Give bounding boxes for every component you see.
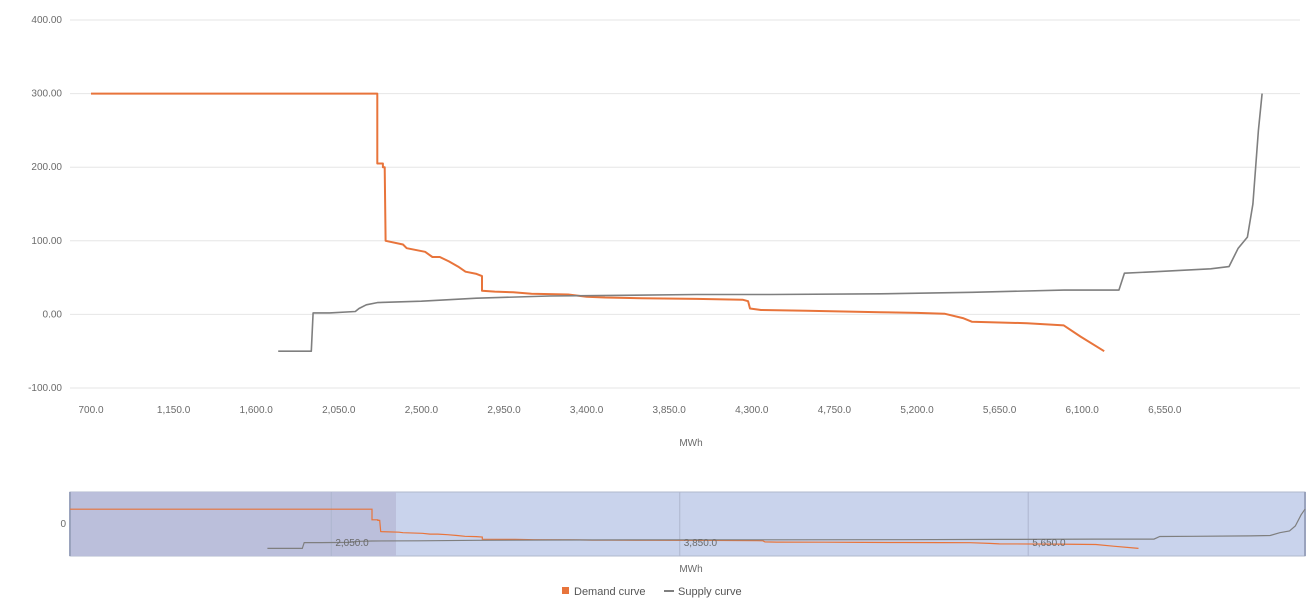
navigator-x-axis-title: MWh <box>679 564 702 575</box>
navigator-zero-mark: 0 <box>60 519 66 530</box>
legend-label: Demand curve <box>574 586 646 598</box>
x-tick-label: 1,600.0 <box>240 405 274 416</box>
x-tick-label: 2,950.0 <box>487 405 521 416</box>
x-tick-label: 2,050.0 <box>322 405 356 416</box>
x-tick-label: 4,750.0 <box>818 405 852 416</box>
x-tick-label: 1,150.0 <box>157 405 191 416</box>
navigator-x-ticks: 2,050.0 3,850.0 5,650.0 <box>335 538 1066 549</box>
navigator-series-lines <box>70 508 1306 549</box>
legend-swatch-demand <box>562 587 569 594</box>
x-axis-title: MWh <box>679 438 702 449</box>
x-tick-label: 3,400.0 <box>570 405 604 416</box>
x-tick-label: 6,100.0 <box>1066 405 1100 416</box>
x-tick-label: 5,650.0 <box>983 405 1017 416</box>
navigator-gridlines <box>330 492 1029 556</box>
navigator-x-tick-label: 3,850.0 <box>684 538 718 549</box>
y-tick-label: 0.00 <box>43 309 63 320</box>
x-tick-label: 6,550.0 <box>1148 405 1182 416</box>
y-tick-label: 200.00 <box>31 162 62 173</box>
y-tick-label: 100.00 <box>31 236 62 247</box>
x-tick-label: 700.0 <box>78 405 103 416</box>
supply-curve-line <box>278 93 1263 352</box>
y-tick-label: -100.00 <box>28 383 62 394</box>
main-gridlines <box>70 19 1300 389</box>
navigator-x-tick-label: 5,650.0 <box>1032 538 1066 549</box>
y-axis-ticks: 400.00 300.00 200.00 100.00 0.00 -100.00 <box>28 15 62 394</box>
range-navigator[interactable]: 2,050.0 3,850.0 5,650.0 0 <box>60 491 1306 557</box>
x-tick-label: 2,500.0 <box>405 405 439 416</box>
x-tick-label: 5,200.0 <box>900 405 934 416</box>
navigator-x-tick-label: 2,050.0 <box>335 538 369 549</box>
legend-item-demand[interactable]: Demand curve <box>562 586 646 598</box>
y-tick-label: 400.00 <box>31 15 62 26</box>
legend-label: Supply curve <box>678 586 742 598</box>
chart-legend: Demand curve Supply curve <box>562 586 742 598</box>
navigator-selected-range[interactable] <box>70 492 396 556</box>
x-tick-label: 4,300.0 <box>735 405 769 416</box>
y-tick-label: 300.00 <box>31 89 62 100</box>
x-axis-ticks: 700.0 1,150.0 1,600.0 2,050.0 2,500.0 2,950.0… <box>78 405 1181 416</box>
x-tick-label: 3,850.0 <box>653 405 687 416</box>
legend-item-supply[interactable]: Supply curve <box>664 586 742 598</box>
navigator-supply-line <box>267 508 1306 549</box>
series-lines <box>91 92 1263 353</box>
demand-curve-line <box>91 92 1105 353</box>
